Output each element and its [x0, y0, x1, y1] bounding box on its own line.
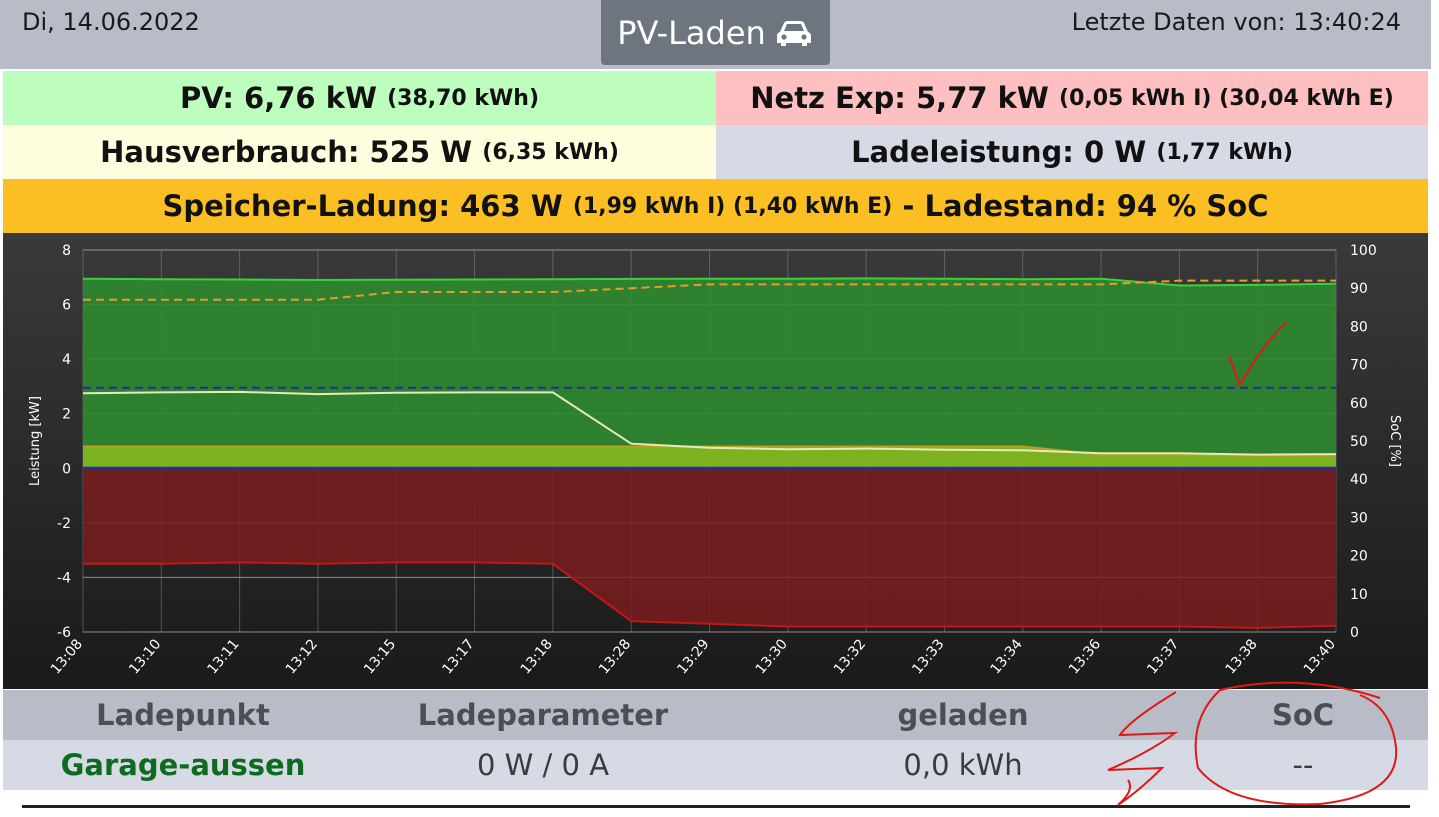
y-tick-label: -2: [57, 516, 71, 532]
charge-power-value: Ladeleistung: 0 W: [851, 135, 1147, 169]
battery-power-value: Speicher-Ladung: 463 W: [162, 189, 563, 223]
y-tick-label: 8: [62, 243, 71, 259]
y-tick-label: 4: [62, 352, 71, 368]
chargepoint-table-header: Ladepunkt Ladeparameter geladen SoC: [3, 690, 1428, 740]
x-tick-label: 13:08: [48, 636, 86, 677]
table-row[interactable]: Garage-aussen 0 W / 0 A 0,0 kWh --: [3, 740, 1428, 790]
x-tick-label: 13:37: [1144, 636, 1182, 677]
y-tick-label: 6: [62, 298, 71, 314]
y2-axis-title: SoC [%]: [1387, 415, 1402, 467]
y2-tick-label: 40: [1350, 472, 1368, 488]
line-hausverbrauch: [82, 390, 1337, 456]
area-pv: [83, 278, 1336, 469]
y2-tick-label: 0: [1350, 625, 1359, 641]
y-tick-label: -6: [57, 625, 71, 641]
house-consumption-value: Hausverbrauch: 525 W: [100, 135, 473, 169]
charge-power-box: Ladeleistung: 0 W (1,77 kWh): [716, 125, 1428, 179]
y-axis-title: Leistung [kW]: [28, 396, 43, 486]
pv-power-box: PV: 6,76 kW (38,70 kWh): [3, 71, 716, 125]
house-consumption-box: Hausverbrauch: 525 W (6,35 kWh): [3, 125, 716, 179]
pv-energy-value: (38,70 kWh): [387, 85, 540, 111]
chargepoint-parameters: 0 W / 0 A: [476, 748, 610, 782]
col-header-ladeparameter: Ladeparameter: [417, 698, 669, 732]
chargepoint-charged-energy: 0,0 kWh: [903, 748, 1023, 782]
y2-tick-label: 100: [1350, 243, 1377, 259]
grid-export-value: Netz Exp: 5,77 kW: [750, 81, 1049, 115]
header-date: Di, 14.06.2022: [22, 8, 200, 36]
x-tick-label: 13:28: [596, 636, 634, 677]
y2-tick-label: 90: [1350, 281, 1368, 297]
charge-energy-value: (1,77 kWh): [1156, 139, 1293, 165]
col-header-soc: SoC: [1271, 698, 1335, 732]
x-tick-label: 13:38: [1223, 636, 1261, 677]
x-tick-label: 13:34: [988, 636, 1026, 677]
header-bar: Di, 14.06.2022 PV-Laden Letzte Daten von…: [0, 0, 1431, 69]
y2-tick-label: 60: [1350, 396, 1368, 412]
x-tick-label: 13:30: [753, 636, 791, 677]
x-tick-label: 13:29: [674, 636, 712, 677]
battery-box: Speicher-Ladung: 463 W (1,99 kWh I) (1,4…: [3, 179, 1428, 233]
x-tick-label: 13:11: [204, 636, 242, 677]
y2-tick-label: 30: [1350, 510, 1368, 526]
line-soc: [83, 279, 1336, 301]
col-header-ladepunkt: Ladepunkt: [96, 698, 270, 732]
area-speicher: [83, 446, 1336, 469]
x-tick-label: 13:15: [361, 636, 399, 677]
last-data-timestamp: Letzte Daten von: 13:40:24: [1071, 8, 1401, 36]
grid-export-box: Netz Exp: 5,77 kW (0,05 kWh I) (30,04 kW…: [716, 71, 1428, 125]
line-pv: [82, 277, 1337, 287]
power-chart: 8 6 4 2 0 -2 -4 -6 100 90 80 70 60 50 40 30 20 10 0 13:08 13…: [3, 233, 1428, 689]
x-tick-label: 13:32: [831, 636, 869, 677]
x-tick-label: 13:40: [1301, 636, 1339, 677]
y2-tick-label: 70: [1350, 358, 1368, 374]
x-tick-label: 13:33: [909, 636, 947, 677]
charge-mode-button[interactable]: PV-Laden: [601, 0, 830, 65]
line-speicher: [83, 445, 1336, 457]
y2-tick-label: 10: [1350, 587, 1368, 603]
area-netz: [83, 468, 1336, 628]
grid-energy-values: (0,05 kWh I) (30,04 kWh E): [1059, 85, 1394, 111]
col-header-geladen: geladen: [897, 698, 1029, 732]
y-tick-label: -4: [57, 570, 71, 586]
y2-tick-label: 50: [1350, 434, 1368, 450]
y-tick-label: 2: [62, 407, 71, 423]
charge-mode-label: PV-Laden: [617, 13, 766, 52]
y2-tick-label: 20: [1350, 549, 1368, 565]
x-tick-label: 13:10: [126, 636, 164, 677]
chargepoint-soc: --: [1292, 748, 1314, 782]
pv-power-value: PV: 6,76 kW: [179, 81, 377, 115]
x-tick-label: 13:36: [1066, 636, 1104, 677]
bottom-divider: [22, 805, 1410, 808]
x-tick-label: 13:17: [439, 636, 477, 677]
battery-energy-values: (1,99 kWh I) (1,40 kWh E): [572, 193, 893, 219]
y2-tick-label: 80: [1350, 319, 1368, 335]
house-energy-value: (6,35 kWh): [482, 139, 619, 165]
car-icon: [776, 20, 811, 46]
chargepoint-name[interactable]: Garage-aussen: [60, 748, 306, 782]
battery-soc-value: - Ladestand: 94 % SoC: [902, 189, 1269, 223]
line-netz: [83, 561, 1337, 629]
x-tick-label: 13:18: [518, 636, 556, 677]
y-tick-label: 0: [62, 461, 71, 477]
x-tick-label: 13:12: [283, 636, 321, 677]
